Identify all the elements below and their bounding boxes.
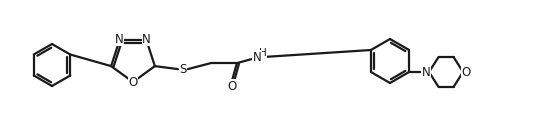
Text: O: O xyxy=(227,80,237,93)
Text: N: N xyxy=(115,33,124,46)
Text: N: N xyxy=(253,51,261,64)
Text: N: N xyxy=(422,65,430,78)
Text: O: O xyxy=(128,77,138,90)
Text: N: N xyxy=(142,33,151,46)
Text: H: H xyxy=(259,48,267,58)
Text: S: S xyxy=(179,63,186,76)
Text: O: O xyxy=(461,65,471,78)
